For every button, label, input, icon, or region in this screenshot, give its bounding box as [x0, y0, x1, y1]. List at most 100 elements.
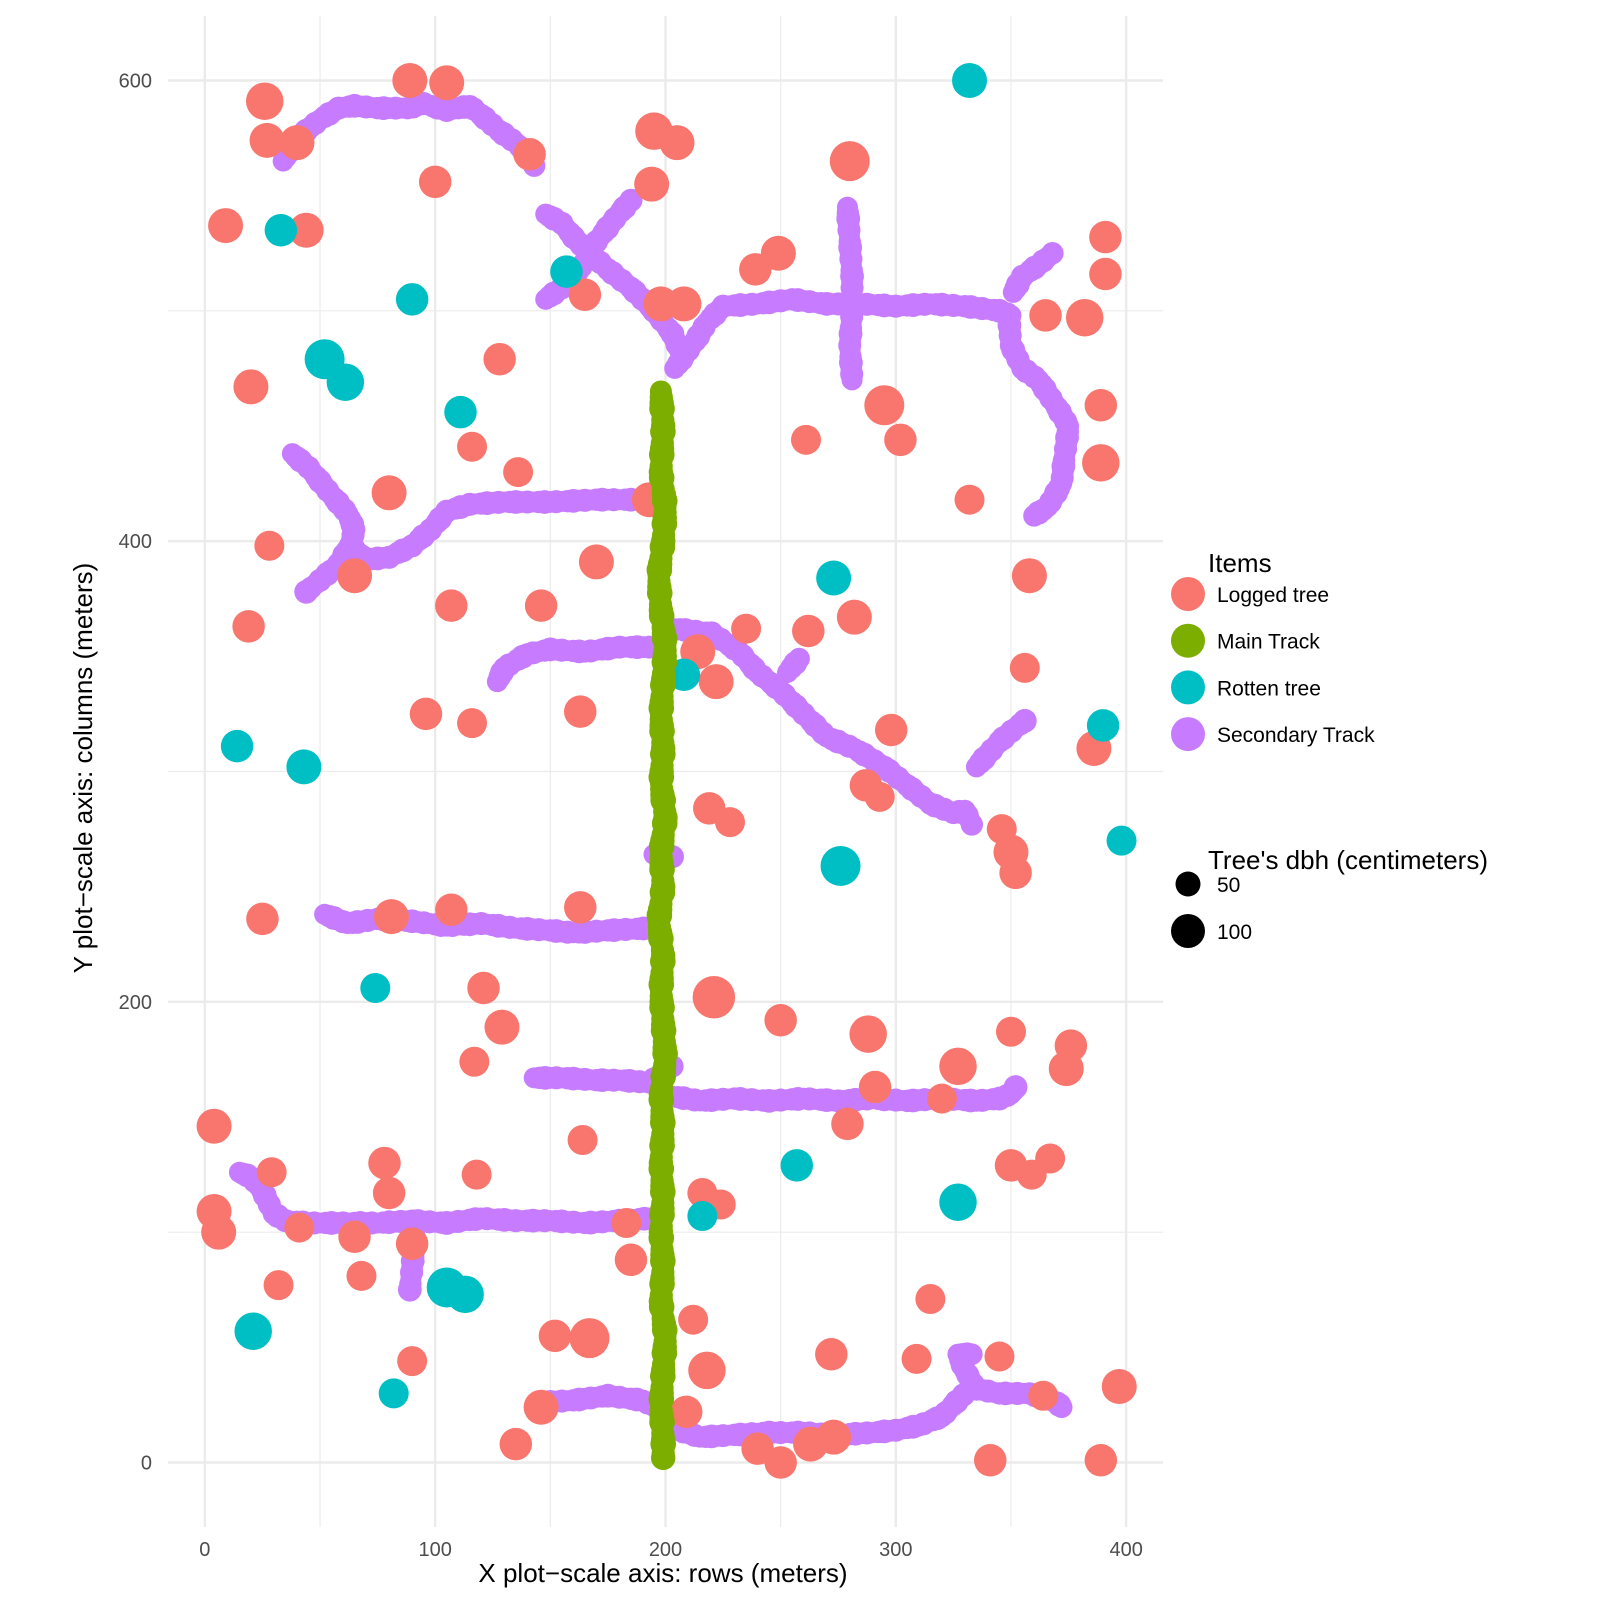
secondary-track-point: [619, 188, 643, 212]
logged-tree-point: [764, 1446, 797, 1479]
logged-tree-point: [337, 558, 373, 594]
x-tick-label: 200: [649, 1539, 682, 1561]
logged-tree-point: [409, 697, 443, 731]
y-axis-title: Y plot−scale axis: columns (meters): [68, 563, 98, 974]
rotten-tree-point: [939, 1183, 977, 1221]
logged-tree-point: [418, 165, 452, 199]
logged-tree-point: [829, 141, 870, 182]
logged-tree-point: [831, 1107, 864, 1141]
logged-tree-point: [288, 212, 324, 248]
logged-tree-point: [915, 1283, 946, 1314]
logged-tree-point: [208, 208, 244, 244]
logged-tree-point: [1089, 257, 1122, 291]
logged-tree-point: [1065, 298, 1104, 337]
logged-tree-point: [926, 1083, 957, 1114]
logged-tree-point: [373, 899, 409, 935]
logged-tree-point: [974, 1443, 1007, 1477]
rotten-tree-point: [816, 560, 852, 596]
secondary-track-point: [841, 369, 863, 391]
logged-tree-point: [731, 613, 762, 644]
logged-tree-point: [659, 125, 695, 161]
logged-tree-point: [523, 1389, 559, 1425]
legend-label-secondary-track: Secondary Track: [1217, 724, 1375, 747]
logged-tree-point: [790, 424, 821, 455]
logged-tree-point: [524, 589, 558, 622]
logged-tree-point: [698, 664, 734, 700]
rotten-tree-point: [444, 395, 477, 429]
logged-tree-point: [263, 1270, 294, 1301]
legend-key-logged-tree: [1171, 577, 1205, 611]
y-tick-labels: 0 200 400 600: [119, 70, 152, 1474]
logged-tree-point: [901, 1343, 932, 1374]
y-tick-label: 600: [119, 70, 152, 92]
rotten-tree-point: [687, 1201, 718, 1232]
logged-tree-point: [939, 1047, 977, 1086]
logged-tree-point: [678, 1304, 709, 1335]
secondary-track-point: [1003, 1075, 1028, 1099]
logged-tree-point: [483, 342, 516, 376]
logged-tree-point: [688, 1351, 726, 1390]
logged-tree-point: [874, 713, 908, 747]
legend-key-main-track: [1171, 623, 1205, 658]
logged-tree-point: [1028, 1380, 1059, 1411]
logged-tree-point: [435, 589, 468, 622]
logged-tree-point: [245, 82, 284, 120]
rotten-tree-point: [952, 62, 988, 98]
logged-tree-point: [392, 62, 428, 98]
logged-tree-point: [254, 530, 285, 561]
logged-tree-point: [1011, 558, 1047, 594]
rotten-tree-point: [286, 749, 322, 785]
logged-tree-point: [884, 423, 917, 457]
logged-tree-point: [564, 891, 597, 924]
logged-tree-point: [484, 1009, 520, 1045]
logged-tree-point: [1048, 1051, 1084, 1087]
legend-size-title: Tree's dbh (centimeters): [1208, 845, 1488, 875]
logged-tree-point: [371, 475, 407, 511]
logged-tree-point: [1016, 1159, 1047, 1190]
logged-tree-point: [395, 1227, 429, 1260]
logged-tree-point: [815, 1337, 848, 1371]
legend-size-label-50: 50: [1217, 874, 1240, 897]
logged-tree-point: [764, 1004, 797, 1037]
logged-tree-point: [666, 286, 702, 322]
logged-tree-point: [284, 1212, 315, 1243]
logged-tree-point: [499, 1427, 533, 1461]
logged-tree-point: [792, 614, 825, 648]
logged-tree-point: [858, 1070, 892, 1104]
legend-label-rotten-tree: Rotten tree: [1217, 677, 1321, 700]
logged-tree-point: [397, 1346, 428, 1377]
rotten-tree-point: [446, 1275, 484, 1314]
logged-tree-point: [233, 369, 269, 405]
logged-tree-point: [435, 893, 468, 926]
secondary-track-point: [397, 1277, 422, 1302]
logged-tree-point: [372, 1176, 406, 1210]
logged-tree-point: [346, 1260, 377, 1291]
logged-tree-point: [256, 1157, 287, 1188]
logged-tree-point: [564, 695, 597, 728]
rotten-tree-point: [360, 973, 391, 1004]
logged-tree-point: [429, 65, 465, 101]
y-tick-label: 400: [119, 531, 152, 553]
logged-tree-point: [338, 1220, 371, 1254]
logged-tree-point: [954, 484, 985, 515]
logged-tree-point: [503, 457, 534, 488]
legend-size-label-100: 100: [1217, 921, 1252, 944]
x-tick-label: 400: [1109, 1539, 1142, 1561]
logged-tree-point: [461, 1159, 492, 1190]
logged-tree-point: [836, 599, 872, 635]
secondary-track-point: [960, 1343, 983, 1366]
rotten-tree-point: [780, 1149, 814, 1182]
x-tick-label: 100: [418, 1539, 451, 1561]
x-tick-labels: 0 100 200 300 400: [199, 1539, 1143, 1561]
logged-tree-point: [611, 1207, 642, 1238]
logged-tree-point: [459, 1046, 490, 1077]
logged-tree-point: [614, 1243, 648, 1277]
rotten-tree-point: [234, 1312, 272, 1350]
logged-tree-point: [816, 1419, 852, 1455]
secondary-track-point: [1041, 242, 1064, 265]
rotten-tree-point: [1086, 709, 1120, 742]
logged-tree-point: [249, 122, 285, 158]
logged-tree-point: [995, 1016, 1026, 1047]
secondary-track-point: [294, 579, 319, 604]
